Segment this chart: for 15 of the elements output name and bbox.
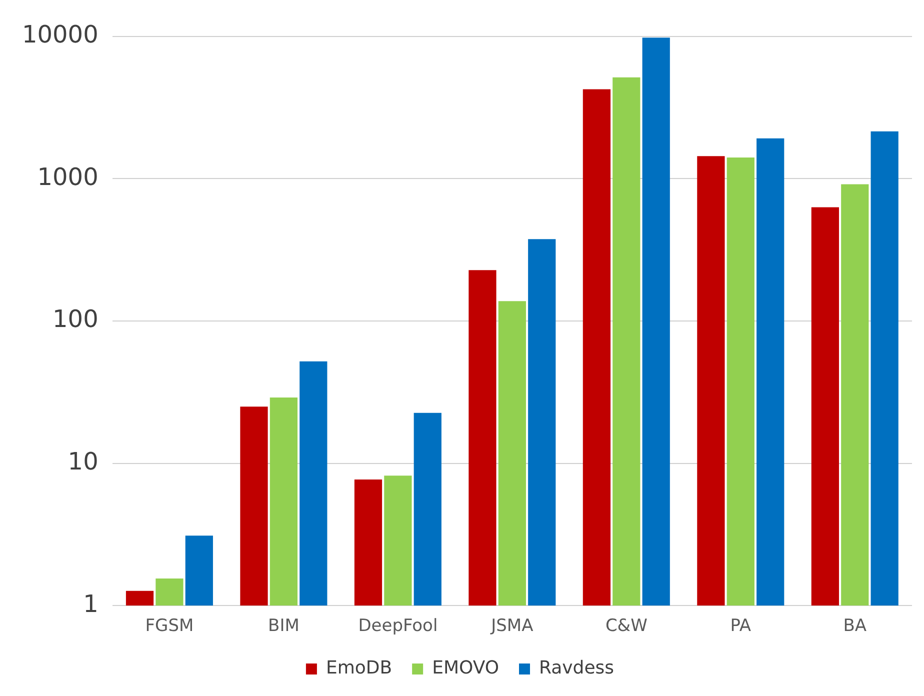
x-tick-label: BIM [268,616,300,636]
y-tick-label: 100 [52,305,98,334]
x-tick-label: DeepFool [358,616,438,636]
x-tick-label: JSMA [490,616,534,636]
x-tick-label: BA [843,616,867,636]
y-tick-label: 1 [83,590,98,618]
x-tick-label: FGSM [145,616,194,636]
y-tick-label: 10000 [22,20,98,49]
legend-label: EMOVO [432,658,499,679]
legend-label: Ravdess [539,658,614,679]
x-tick-label: PA [730,616,752,636]
y-tick-label: 10 [68,448,98,476]
y-tick-label: 1000 [37,162,98,191]
x-tick-label: C&W [605,616,648,636]
legend-label: EmoDB [326,658,392,679]
